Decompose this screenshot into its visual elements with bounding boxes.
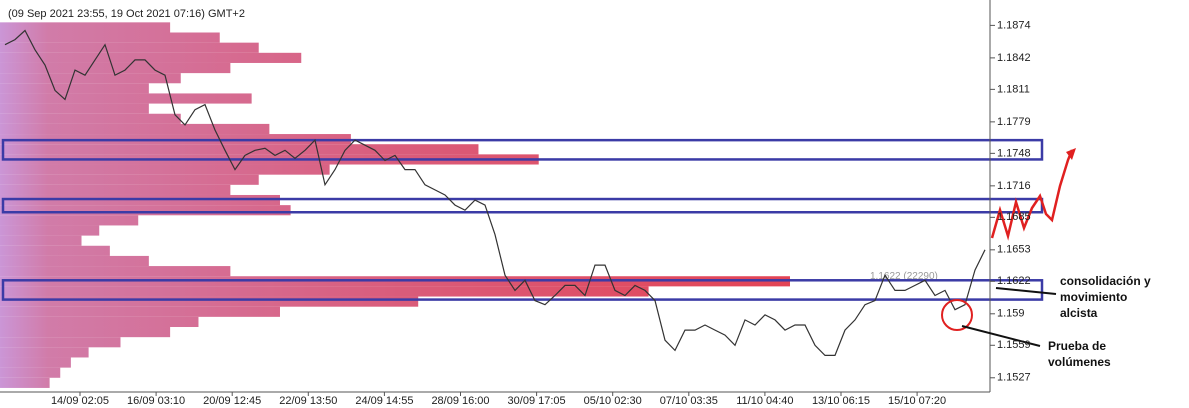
x-tick-label: 15/10 07:20 <box>888 395 946 407</box>
volume-bar <box>0 255 149 267</box>
x-tick-label: 30/09 17:05 <box>508 395 566 407</box>
x-tick-label: 14/09 02:05 <box>51 395 109 407</box>
x-tick-label: 11/10 04:40 <box>736 395 793 407</box>
volume-bar <box>0 215 139 226</box>
x-tick-label: 22/09 13:50 <box>279 395 337 407</box>
x-tick-label: 16/09 03:10 <box>127 395 185 407</box>
volume-bar <box>0 306 280 317</box>
volume-bar <box>0 113 181 124</box>
plot <box>4 29 986 356</box>
y-tick-label: 1.1716 <box>997 180 1031 192</box>
volume-bar <box>0 93 252 104</box>
x-tick-label: 13/10 06:15 <box>812 395 870 407</box>
chart-title: (09 Sep 2021 23:55, 19 Oct 2021 07:16) G… <box>8 8 245 20</box>
zone-box <box>1 279 1044 301</box>
y-tick-label: 1.1779 <box>997 116 1031 128</box>
volume-bar <box>0 337 121 348</box>
y-tick-label: 1.1653 <box>997 244 1031 256</box>
volume-bar <box>0 286 649 297</box>
y-tick-label: 1.1811 <box>997 83 1030 95</box>
volume-bar <box>0 83 149 94</box>
volume-bar <box>0 144 479 155</box>
y-tick-label: 1.1559 <box>997 339 1031 351</box>
volume-bar <box>0 347 89 358</box>
x-tick-label: 28/09 16:00 <box>431 395 489 407</box>
volume-bar <box>0 225 100 236</box>
volume-bar <box>0 296 419 307</box>
x-tick-label: 24/09 14:55 <box>355 395 413 407</box>
volume-bar <box>0 266 231 277</box>
annotations: consolidación y movimiento alcista Prueba d… <box>1048 274 1151 369</box>
annotation: movimiento <box>1060 290 1127 304</box>
volume-bar <box>0 103 149 114</box>
projection-arrow <box>1066 148 1076 160</box>
projection <box>990 149 1074 241</box>
y-tick-label: 1.1748 <box>997 147 1031 159</box>
volume-bar <box>0 22 171 33</box>
annotation: Prueba de <box>1048 339 1106 353</box>
annotation: consolidación y <box>1060 274 1151 288</box>
volume-bar <box>0 32 220 43</box>
annotation: alcista <box>1060 306 1098 320</box>
x-tick-label: 07/10 03:35 <box>660 395 718 407</box>
poc-label: 1.1622 (22290) <box>870 271 938 282</box>
volume-bar <box>0 123 270 135</box>
x-tick-label: 20/09 12:45 <box>203 395 261 407</box>
price-line <box>4 29 986 356</box>
annotation: volúmenes <box>1048 355 1111 369</box>
y-tick-label: 1.1622 <box>997 275 1031 287</box>
volume-bar <box>0 52 302 63</box>
y-tick-label: 1.1685 <box>997 211 1031 223</box>
volume-bar <box>0 235 82 246</box>
volume-bar <box>0 73 181 84</box>
volume-bar <box>0 357 71 368</box>
x-tick-label: 05/10 02:30 <box>584 395 642 407</box>
volume-bar <box>0 205 291 216</box>
volume-bar <box>0 184 231 195</box>
y-tick-label: 1.1874 <box>997 19 1031 31</box>
volume-bar <box>0 367 61 378</box>
volume-bar <box>0 42 259 53</box>
y-tick-label: 1.1527 <box>997 372 1031 384</box>
volume-bar <box>0 245 110 256</box>
volume-bar <box>0 377 50 388</box>
y-tick-label: 1.159 <box>997 308 1025 320</box>
zone-box <box>1 138 1044 161</box>
y-tick-label: 1.1842 <box>997 52 1031 64</box>
arrow <box>995 287 1057 295</box>
volume-bar <box>0 316 199 328</box>
volume-bar <box>0 327 171 338</box>
arrow <box>961 325 1041 347</box>
volume-bar <box>0 62 231 74</box>
volume-bar <box>0 164 330 175</box>
highlight-circle <box>941 299 973 331</box>
volume-bar <box>0 174 259 185</box>
volume-profile: 1.1622 (22290) <box>0 22 938 388</box>
